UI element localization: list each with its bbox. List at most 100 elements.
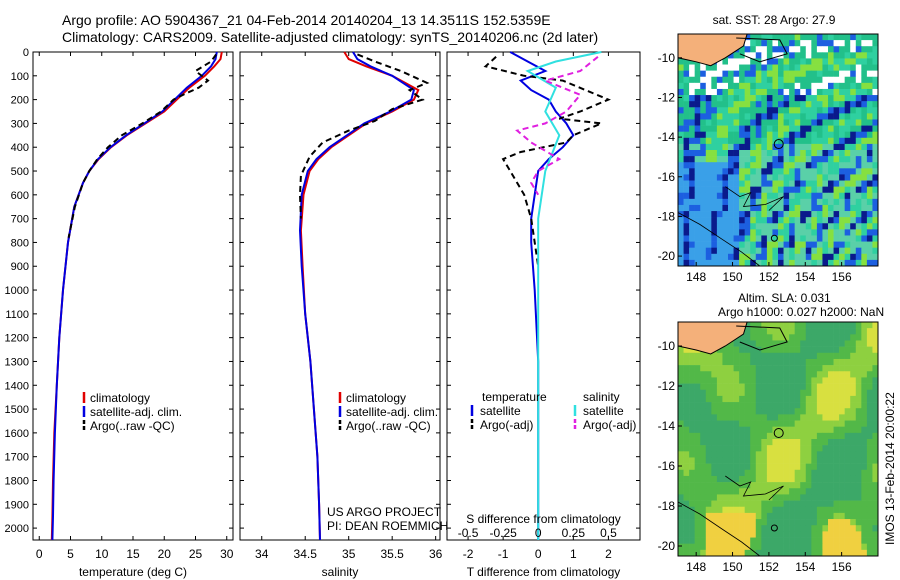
heatmap-cell xyxy=(750,88,757,96)
heatmap-cell xyxy=(772,58,779,65)
heatmap-cell xyxy=(716,211,723,218)
heatmap-cell xyxy=(783,204,790,212)
heatmap-cell xyxy=(694,259,701,267)
heatmap-cell xyxy=(739,383,745,391)
heatmap-cell xyxy=(694,211,701,218)
heatmap-cell xyxy=(705,229,712,236)
heatmap-cell xyxy=(705,186,712,194)
x-tick-label: 2 xyxy=(605,547,612,561)
heatmap-cell xyxy=(866,156,873,163)
heatmap-cell xyxy=(778,439,784,446)
heatmap-cell xyxy=(794,525,801,532)
heatmap-cell xyxy=(772,217,779,224)
heatmap-cell xyxy=(850,328,857,335)
heatmap-cell xyxy=(833,223,840,230)
heatmap-cell xyxy=(828,451,834,458)
heatmap-cell xyxy=(850,162,857,169)
heatmap-cell xyxy=(733,445,740,452)
heatmap-cell xyxy=(755,204,762,212)
heatmap-cell xyxy=(816,543,823,551)
heatmap-cell xyxy=(689,186,695,194)
heatmap-cell xyxy=(716,358,723,366)
heatmap-cell xyxy=(805,334,812,341)
heatmap-cell xyxy=(800,259,807,267)
y-tick-label: 1100 xyxy=(5,309,29,321)
heatmap-cell xyxy=(716,377,723,384)
heatmap-cell xyxy=(739,64,745,71)
heatmap-cell xyxy=(822,211,829,218)
heatmap-cell xyxy=(739,235,745,242)
heatmap-cell xyxy=(844,543,851,551)
heatmap-cell xyxy=(744,101,751,108)
heatmap-cell xyxy=(739,537,745,544)
heatmap-cell xyxy=(794,101,801,108)
heatmap-cell xyxy=(755,259,762,267)
heatmap-cell xyxy=(772,445,779,452)
heatmap-cell xyxy=(711,377,718,384)
heatmap-cell xyxy=(744,204,751,212)
heatmap-cell xyxy=(761,488,768,495)
heatmap-cell xyxy=(700,482,707,489)
heatmap-cell xyxy=(766,512,773,520)
series-argo-raw-qc- xyxy=(67,53,217,238)
heatmap-cell xyxy=(828,475,834,483)
heatmap-cell xyxy=(755,70,762,78)
heatmap-cell xyxy=(861,95,868,102)
heatmap-cell xyxy=(822,259,829,267)
heatmap-cell xyxy=(861,70,868,78)
heatmap-cell xyxy=(755,340,762,347)
heatmap-cell xyxy=(778,365,784,372)
heatmap-cell xyxy=(850,168,857,175)
heatmap-cell xyxy=(833,46,840,53)
heatmap-cell xyxy=(855,119,862,126)
heatmap-cell xyxy=(761,463,768,471)
heatmap-cell xyxy=(733,52,740,59)
heatmap-cell xyxy=(755,451,762,458)
heatmap-cell xyxy=(816,137,823,145)
heatmap-cell xyxy=(833,469,840,477)
heatmap-cell xyxy=(772,531,779,538)
heatmap-cell xyxy=(855,383,862,391)
heatmap-cell xyxy=(828,192,834,200)
heatmap-cell xyxy=(678,512,684,520)
heatmap-cell xyxy=(694,192,701,200)
heatmap-cell xyxy=(872,131,879,139)
heatmap-cell xyxy=(855,88,862,96)
heatmap-cell xyxy=(761,192,768,200)
heatmap-cell xyxy=(739,389,745,397)
heatmap-cell xyxy=(794,506,801,514)
heatmap-cell xyxy=(711,150,718,157)
heatmap-cell xyxy=(816,371,823,378)
heatmap-cell xyxy=(700,488,707,495)
heatmap-cell xyxy=(844,198,851,206)
heatmap-cell xyxy=(833,34,840,41)
heatmap-cell xyxy=(755,113,762,120)
heatmap-cell xyxy=(822,340,829,347)
project-annotation: PI: DEAN ROEMMICH xyxy=(327,519,448,533)
heatmap-cell xyxy=(811,95,818,102)
heatmap-cell xyxy=(822,395,829,403)
heatmap-cell xyxy=(811,131,818,139)
heatmap-cell xyxy=(750,549,757,557)
heatmap-cell xyxy=(694,174,701,181)
heatmap-cell xyxy=(716,395,723,403)
heatmap-cell xyxy=(778,457,784,464)
heatmap-cell xyxy=(683,445,690,452)
heatmap-cell xyxy=(822,408,829,415)
heatmap-cell xyxy=(839,241,845,248)
heatmap-cell xyxy=(794,482,801,489)
heatmap-cell xyxy=(855,198,862,206)
heatmap-cell xyxy=(683,88,690,96)
heatmap-cell xyxy=(861,445,868,452)
heatmap-cell xyxy=(872,253,879,261)
heatmap-cell xyxy=(728,457,734,464)
heatmap-cell xyxy=(694,64,701,71)
heatmap-cell xyxy=(861,383,868,391)
heatmap-cell xyxy=(761,445,768,452)
heatmap-cell xyxy=(789,426,795,434)
heatmap-cell xyxy=(778,389,784,397)
heatmap-cell xyxy=(705,180,712,187)
heatmap-cell xyxy=(866,512,873,520)
heatmap-cell xyxy=(789,346,795,354)
heatmap-cell xyxy=(839,125,845,132)
